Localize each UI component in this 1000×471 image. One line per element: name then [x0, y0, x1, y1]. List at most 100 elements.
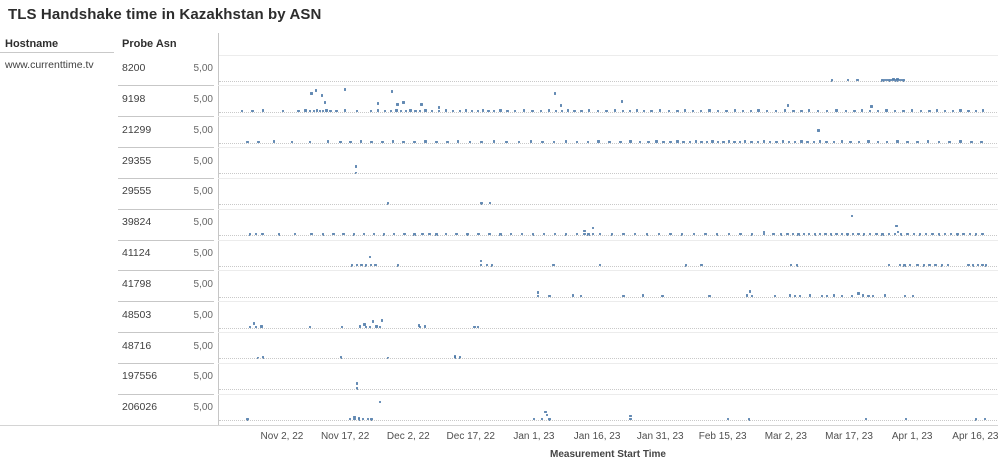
- data-point: [875, 232, 878, 236]
- data-point: [480, 140, 483, 143]
- data-point: [657, 233, 660, 236]
- data-point: [808, 109, 811, 112]
- data-point: [312, 109, 316, 113]
- data-point: [883, 78, 887, 82]
- data-point: [835, 233, 838, 236]
- data-point: [522, 109, 525, 112]
- data-point: [255, 325, 258, 328]
- baseline-gridline: [219, 204, 997, 206]
- data-point: [835, 109, 838, 112]
- data-point: [974, 109, 978, 113]
- data-point: [370, 140, 373, 144]
- data-point: [629, 414, 632, 418]
- data-point: [981, 109, 985, 112]
- facet-row-separator: [218, 393, 998, 395]
- y-tick-label: 5,00: [193, 124, 213, 136]
- data-point: [396, 103, 399, 106]
- data-point: [402, 140, 405, 144]
- data-point: [912, 232, 915, 236]
- data-point: [881, 233, 884, 236]
- data-point: [560, 109, 564, 113]
- data-point: [365, 264, 368, 267]
- data-point: [350, 264, 354, 267]
- x-axis-line: [0, 425, 998, 426]
- data-point: [413, 233, 416, 236]
- data-point: [791, 232, 795, 236]
- data-point: [792, 109, 795, 113]
- data-point: [748, 290, 752, 293]
- data-point: [885, 109, 888, 112]
- baseline-gridline: [219, 173, 997, 175]
- data-point: [844, 109, 848, 113]
- data-point: [918, 233, 922, 236]
- asn-row-separator: [118, 239, 214, 241]
- data-point: [262, 109, 265, 112]
- data-point: [342, 232, 345, 236]
- data-point: [492, 140, 496, 143]
- data-point: [358, 325, 362, 328]
- data-point: [272, 140, 276, 143]
- asn-row-separator: [118, 362, 214, 364]
- data-point: [353, 417, 356, 421]
- probe-asn-value: 41798: [122, 277, 152, 290]
- data-point: [985, 264, 988, 267]
- data-point: [596, 109, 600, 113]
- facet-row-separator: [218, 362, 998, 364]
- data-point: [261, 232, 264, 236]
- y-tick-label: 5,00: [193, 63, 213, 74]
- data-point: [650, 109, 653, 113]
- baseline-gridline: [219, 80, 997, 82]
- data-point: [390, 90, 394, 93]
- data-point: [881, 79, 884, 82]
- data-point: [552, 263, 555, 267]
- data-point: [704, 232, 707, 236]
- data-point: [744, 140, 747, 143]
- data-point: [451, 109, 454, 113]
- data-point: [883, 294, 887, 297]
- data-point: [840, 140, 844, 143]
- data-point: [355, 263, 359, 267]
- data-point: [956, 233, 959, 236]
- data-point: [490, 264, 493, 267]
- data-point: [817, 129, 820, 132]
- data-point: [521, 232, 524, 236]
- facet-row-separator: [218, 301, 998, 303]
- probe-asn-column-header: Probe Asn: [122, 38, 177, 50]
- plot-area[interactable]: [218, 55, 998, 425]
- y-tick-label: 5,00: [193, 340, 213, 352]
- data-point: [900, 78, 903, 81]
- data-point: [529, 140, 532, 143]
- data-point: [981, 233, 984, 236]
- data-point: [872, 294, 875, 298]
- data-point: [413, 140, 416, 143]
- y-tick-label: 5,00: [193, 371, 213, 383]
- baseline-gridline: [219, 142, 997, 144]
- data-point: [620, 100, 624, 103]
- data-point: [444, 233, 447, 236]
- data-point: [727, 140, 731, 143]
- data-point: [893, 109, 897, 113]
- data-point: [864, 418, 868, 421]
- facet-row-separator: [218, 239, 998, 241]
- y-tick-label: 5,00: [193, 278, 213, 290]
- y-tick-label: 5,00: [193, 93, 213, 105]
- data-point: [849, 140, 852, 144]
- data-point: [424, 140, 427, 143]
- data-point: [812, 140, 816, 143]
- data-point: [981, 263, 984, 266]
- data-point: [325, 109, 328, 112]
- data-point: [833, 294, 836, 297]
- data-point: [762, 233, 766, 236]
- data-point: [573, 109, 576, 113]
- data-point: [389, 109, 393, 113]
- data-point: [903, 264, 906, 267]
- asn-row-separator: [118, 208, 214, 210]
- data-point: [886, 78, 889, 81]
- data-point: [722, 140, 725, 143]
- chart-title: TLS Handshake time in Kazakhstan by ASN: [8, 6, 322, 23]
- data-point: [922, 264, 926, 267]
- data-point: [861, 109, 864, 112]
- asn-row-separator: [118, 270, 214, 272]
- data-point: [421, 233, 424, 236]
- y-axis-line: [218, 33, 219, 425]
